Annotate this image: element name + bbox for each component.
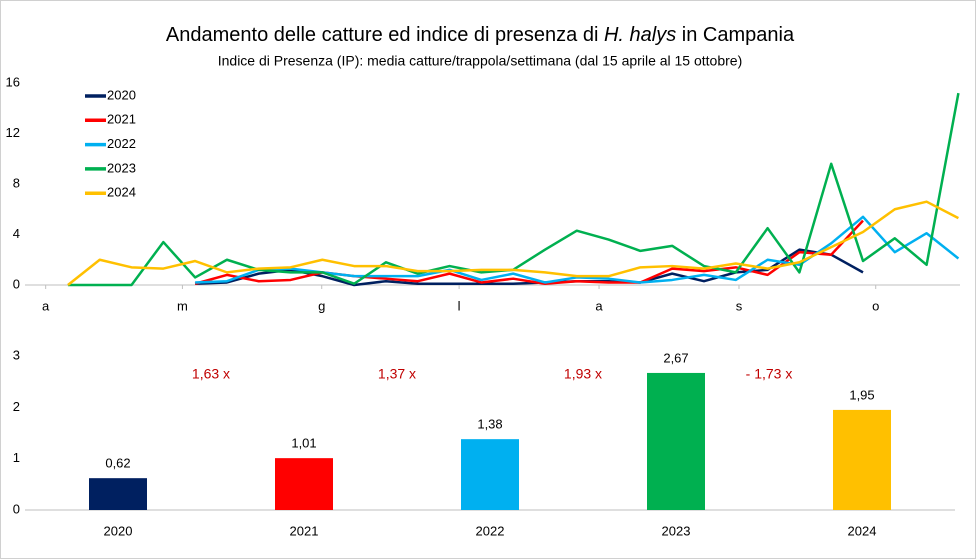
title-part: in Campania xyxy=(682,24,795,46)
x-tick-label: 2024 xyxy=(848,523,877,538)
x-tick-label: l xyxy=(458,298,461,313)
x-tick-label: s xyxy=(736,298,743,313)
series-line xyxy=(67,200,959,286)
y-tick-label: 4 xyxy=(13,226,20,241)
annotation: 1,93 x xyxy=(564,366,602,382)
y-tick-label: 2 xyxy=(13,399,20,414)
y-tick-label: 12 xyxy=(6,125,20,140)
x-tick-label: g xyxy=(318,298,325,313)
chart-subtitle: Indice di Presenza (IP): media catture/t… xyxy=(218,53,743,69)
x-tick-label: o xyxy=(872,298,879,313)
x-tick-label: 2022 xyxy=(476,523,505,538)
title-part: H. halys xyxy=(604,24,676,46)
bar xyxy=(647,372,705,510)
value-label: 2,67 xyxy=(663,350,688,365)
legend-label: 2024 xyxy=(107,185,136,200)
x-tick-label: m xyxy=(177,298,188,313)
bar xyxy=(833,409,891,510)
legend-label: 2020 xyxy=(107,87,136,102)
value-label: 0,62 xyxy=(105,456,130,471)
x-tick-label: 2021 xyxy=(290,523,319,538)
x-tick-label: 2023 xyxy=(662,523,691,538)
y-tick-label: 3 xyxy=(13,347,20,362)
y-tick-label: 1 xyxy=(13,450,20,465)
y-tick-label: 0 xyxy=(13,276,20,291)
legend-label: 2021 xyxy=(107,112,136,127)
x-tick-label: a xyxy=(42,298,50,313)
annotation: 1,63 x xyxy=(192,366,230,382)
title-part: Andamento delle catture ed indice di pre… xyxy=(166,24,599,46)
bar xyxy=(275,458,333,510)
legend-label: 2022 xyxy=(107,136,136,151)
bar xyxy=(461,439,519,510)
x-tick-label: a xyxy=(595,298,603,313)
value-label: 1,38 xyxy=(477,417,502,432)
value-label: 1,95 xyxy=(849,387,874,402)
bar xyxy=(89,478,147,510)
y-tick-label: 0 xyxy=(13,501,20,516)
y-tick-label: 8 xyxy=(13,175,20,190)
y-tick-label: 16 xyxy=(6,74,20,89)
legend-label: 2023 xyxy=(107,160,136,175)
annotation: - 1,73 x xyxy=(746,366,793,382)
x-tick-label: 2020 xyxy=(104,523,133,538)
value-label: 1,01 xyxy=(291,436,316,451)
chart-title: Andamento delle catture ed indice di pre… xyxy=(166,24,795,46)
annotation: 1,37 x xyxy=(378,366,416,382)
